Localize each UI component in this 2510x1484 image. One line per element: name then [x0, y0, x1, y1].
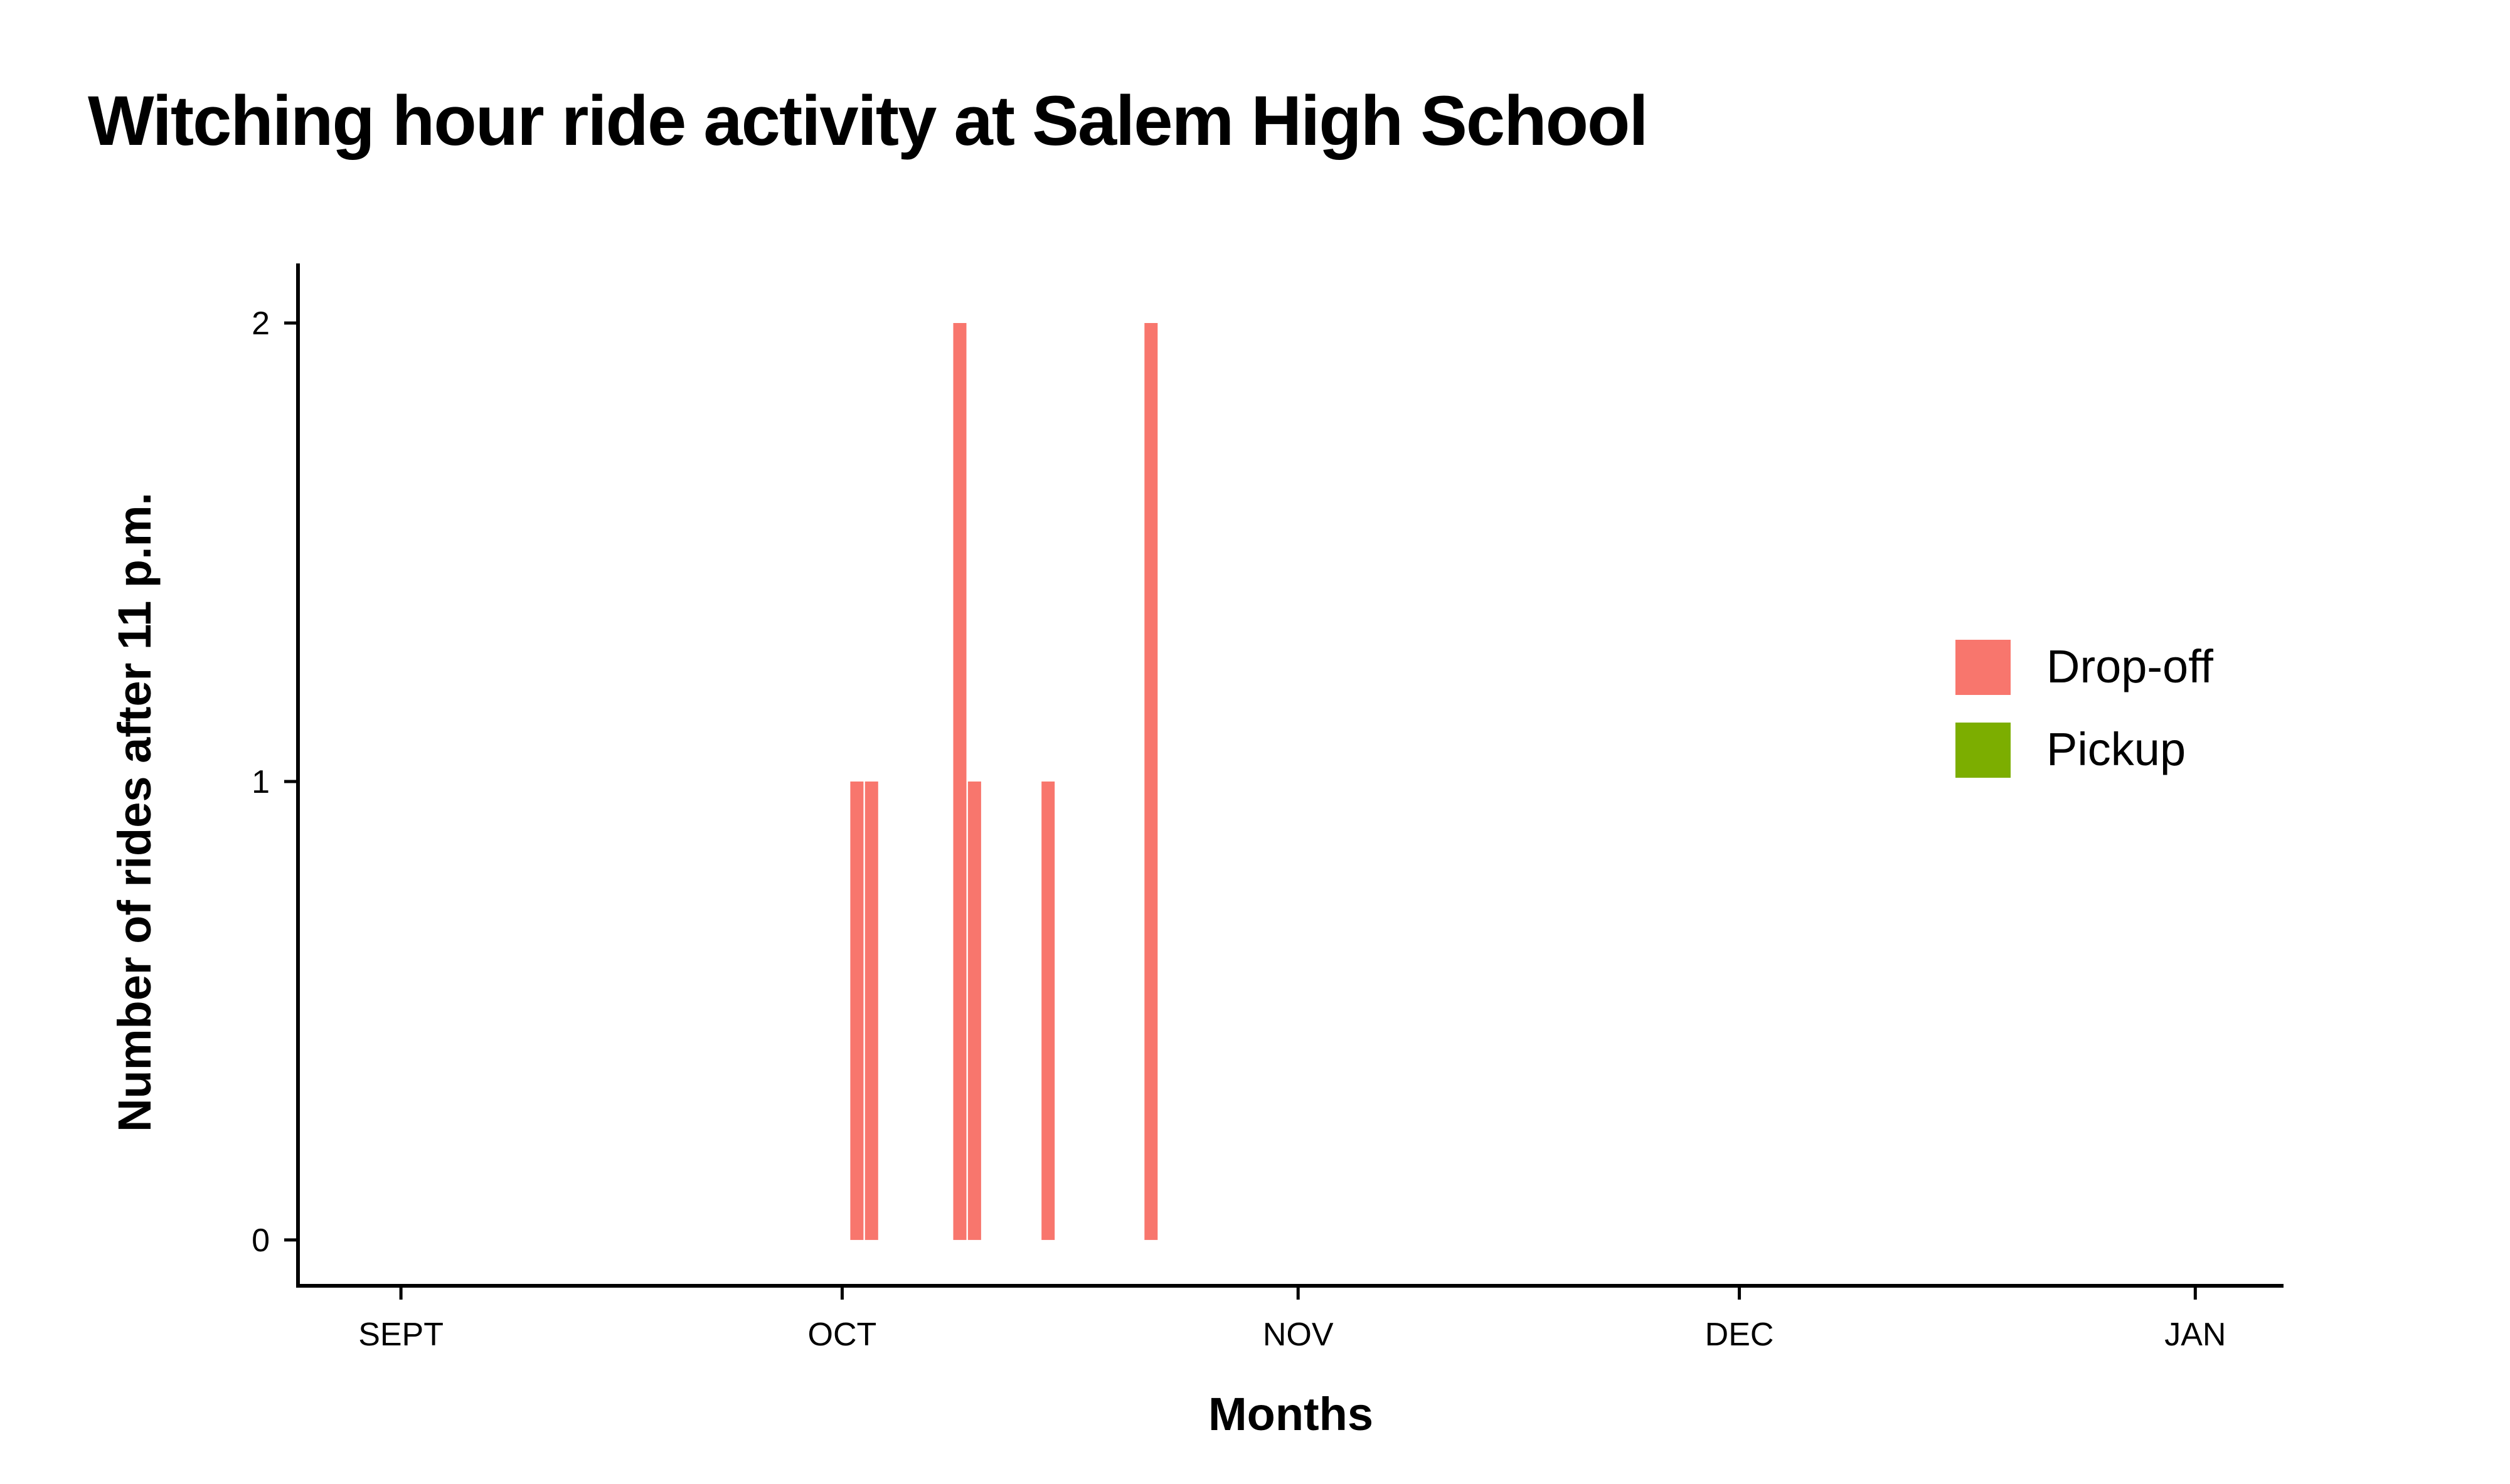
bar-drop-off [1144, 323, 1158, 1240]
chart-title: Witching hour ride activity at Salem Hig… [88, 82, 1649, 160]
bars-layer [850, 323, 1158, 1240]
bar-drop-off [864, 782, 878, 1240]
y-tick-label: 0 [252, 1222, 270, 1259]
bar-drop-off [953, 323, 967, 1240]
y-tick-label: 2 [252, 305, 270, 342]
y-axis-title: Number of rides after 11 p.m. [109, 492, 161, 1132]
x-tick-label: NOV [1263, 1317, 1334, 1353]
legend-swatch [1955, 640, 2011, 695]
y-tick-label: 1 [252, 764, 270, 800]
legend: Drop-off Pickup [1955, 640, 2213, 778]
x-tick-label: OCT [808, 1317, 877, 1353]
legend-label: Pickup [2046, 723, 2186, 775]
axes-layer [296, 263, 2284, 1288]
x-tick-label: JAN [2164, 1317, 2226, 1353]
bar-drop-off [967, 782, 981, 1240]
bar-drop-off [1041, 782, 1055, 1240]
x-tick-label: DEC [1705, 1317, 1774, 1353]
x-axis-title: Months [1208, 1388, 1373, 1440]
ticks-layer: 0 1 2 SEPT OCT NOV DEC JAN [252, 305, 2226, 1353]
x-tick-label: SEPT [358, 1317, 444, 1353]
bar-drop-off [850, 782, 864, 1240]
legend-swatch [1955, 723, 2011, 778]
legend-label: Drop-off [2046, 640, 2213, 692]
